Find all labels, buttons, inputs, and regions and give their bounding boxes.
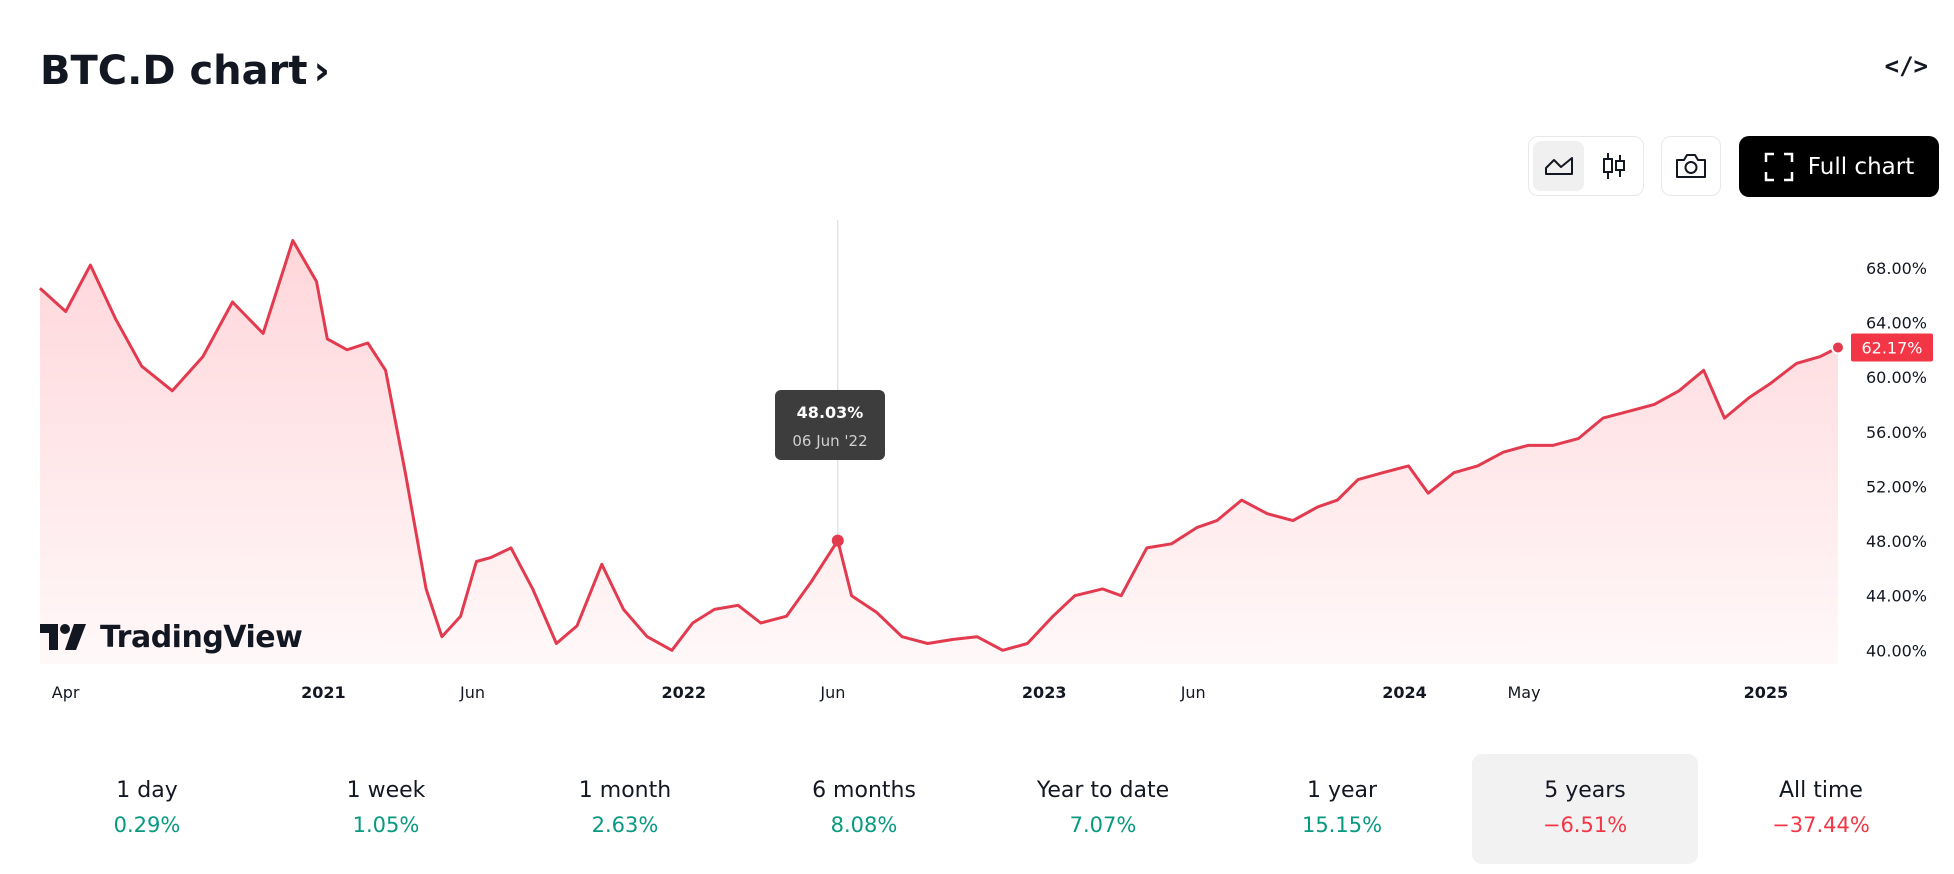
x-tick-label: Jun [459, 683, 485, 702]
y-tick-label: 60.00% [1866, 368, 1927, 387]
period-label: 1 week [346, 778, 426, 803]
period-change: 15.15% [1301, 813, 1383, 837]
title-text: BTC.D chart [40, 48, 308, 94]
full-chart-button[interactable]: Full chart [1739, 136, 1939, 197]
area-chart-button[interactable] [1533, 141, 1584, 191]
period-all-time[interactable]: All time −37.44% [1708, 754, 1934, 864]
area-chart-icon [1544, 157, 1573, 175]
period-label: 1 year [1306, 778, 1378, 803]
btc-dominance-chart[interactable]: 40.00% 44.00% 48.00% 52.00% 56.00% 60.00% 64.0… [0, 220, 1954, 720]
period-change: 2.63% [591, 813, 659, 837]
fullscreen-icon [1764, 152, 1794, 181]
y-tick-label: 68.00% [1866, 259, 1927, 278]
chart-tooltip: 48.03% 06 Jun '22 [775, 390, 885, 460]
x-tick-label: 2021 [301, 683, 346, 702]
period-5-years[interactable]: 5 years −6.51% [1472, 754, 1698, 864]
x-tick-label: 2023 [1022, 683, 1067, 702]
series-line [38, 239, 1839, 652]
x-tick-label: 2024 [1382, 683, 1427, 702]
x-tick-label: 2025 [1744, 683, 1789, 702]
period-label: 1 month [578, 778, 672, 803]
period-label: 1 day [116, 778, 178, 803]
x-tick-label: Jun [1180, 683, 1206, 702]
chevron-right-icon: › [313, 48, 330, 94]
period-change: −37.44% [1772, 813, 1870, 837]
period-1-day[interactable]: 1 day 0.29% [34, 754, 260, 864]
y-tick-label: 40.00% [1866, 641, 1927, 660]
tooltip-value: 48.03% [796, 403, 864, 422]
screenshot-button[interactable] [1661, 136, 1721, 196]
period-label: Year to date [1036, 778, 1170, 803]
y-tick-label: 64.00% [1866, 314, 1927, 333]
period-change: 0.29% [113, 813, 181, 837]
period-1-year[interactable]: 1 year 15.15% [1229, 754, 1455, 864]
y-tick-label: 44.00% [1866, 587, 1927, 606]
camera-icon [1676, 154, 1706, 178]
area-fill [40, 240, 1838, 664]
period-change: 8.08% [830, 813, 898, 837]
logo-text: TradingView [100, 620, 303, 655]
last-value-label: 62.17% [1861, 339, 1922, 358]
y-tick-label: 56.00% [1866, 423, 1927, 442]
page-title[interactable]: BTC.D chart › [40, 48, 330, 94]
last-point [1831, 340, 1845, 355]
period-1-month[interactable]: 1 month 2.63% [512, 754, 738, 864]
period-1-week[interactable]: 1 week 1.05% [273, 754, 499, 864]
period-6-months[interactable]: 6 months 8.08% [751, 754, 977, 864]
x-axis: Apr 2021 Jun 2022 Jun 2023 Jun 2024 May 2025 [52, 683, 1788, 702]
period-label: 5 years [1544, 778, 1626, 803]
last-value-tag: 62.17% [1851, 333, 1933, 362]
period-change: −6.51% [1542, 813, 1628, 837]
x-tick-label: Jun [819, 683, 845, 702]
y-axis: 40.00% 44.00% 48.00% 52.00% 56.00% 60.00% 64.0… [1866, 259, 1927, 661]
embed-code-button[interactable]: </> [1884, 52, 1928, 80]
y-tick-label: 48.00% [1866, 532, 1927, 551]
chart-toolbar: Full chart [0, 136, 1954, 198]
x-tick-label: Apr [52, 683, 80, 702]
candlestick-chart-button[interactable] [1588, 141, 1639, 191]
full-chart-label: Full chart [1807, 153, 1915, 180]
period-change: 7.07% [1069, 813, 1137, 837]
candlestick-icon [1602, 153, 1625, 179]
highlight-point [831, 534, 844, 547]
tradingview-logo-icon [40, 623, 86, 650]
period-year-to-date[interactable]: Year to date 7.07% [990, 754, 1216, 864]
y-tick-label: 52.00% [1866, 477, 1927, 496]
chart-type-switch [1528, 136, 1644, 196]
period-label: All time [1779, 778, 1863, 803]
x-tick-label: 2022 [662, 683, 707, 702]
period-selector: 1 day 0.29% 1 week 1.05% 1 month 2.63% 6… [34, 754, 1934, 864]
tradingview-logo[interactable]: TradingView [40, 620, 303, 655]
period-change: 1.05% [352, 813, 420, 837]
tooltip-date: 06 Jun '22 [792, 432, 868, 450]
x-tick-label: May [1507, 683, 1540, 702]
period-label: 6 months [812, 778, 916, 803]
